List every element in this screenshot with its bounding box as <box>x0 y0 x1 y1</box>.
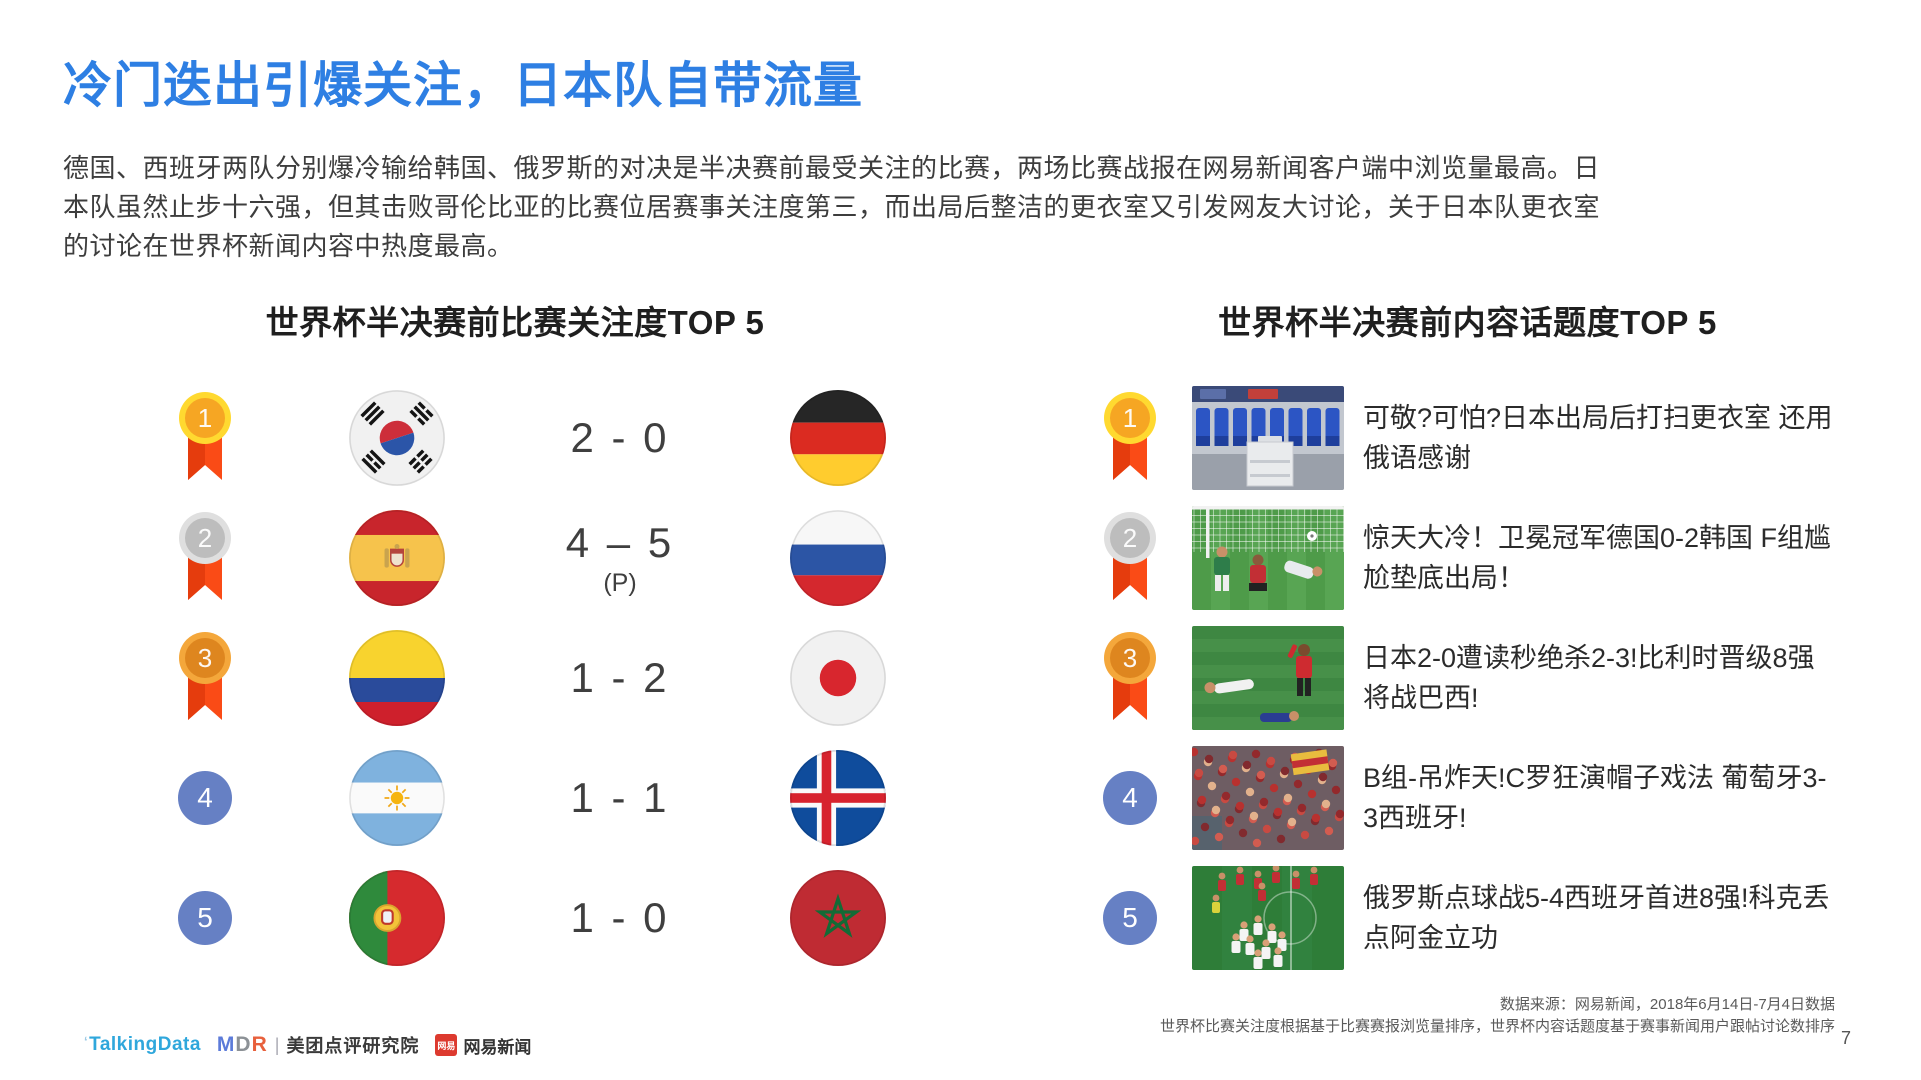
netease-badge-icon: 网易 <box>435 1034 458 1056</box>
rank-2-medal-icon: 2 <box>174 510 236 606</box>
svg-text:5: 5 <box>1122 902 1138 933</box>
intro-line-1: 德国、西班牙两队分别爆冷输给韩国、俄罗斯的对决是半决赛前最受关注的比赛，两场比赛… <box>63 153 1601 183</box>
mdr-letters: MDR <box>216 1033 268 1056</box>
match-row: 1 2 - 0 <box>130 378 900 498</box>
slide-title: 冷门迭出引爆关注，日本队自带流量 <box>63 59 864 113</box>
germany-korea-goal-photo <box>1192 506 1344 610</box>
match-score: 1 - 1 <box>520 738 720 858</box>
argentina-flag-icon <box>349 750 445 846</box>
news-headline: 惊天大冷！卫冕冠军德国0-2韩国 F组尴尬垫底出局！ <box>1363 523 1832 593</box>
netease-name: 网易新闻 <box>463 1037 532 1057</box>
match-row: 4 1 - 1 <box>130 738 900 858</box>
south-korea-flag-icon <box>349 390 445 486</box>
japan-belgium-photo <box>1192 626 1344 730</box>
netease-news-logo: 网易 网易新闻 <box>435 1033 531 1058</box>
locker-room-photo <box>1192 386 1344 490</box>
intro-line-3: 的讨论在世界杯新闻内容中热度最高。 <box>63 231 514 261</box>
source-line-1: 数据来源：网易新闻，2018年6月14日-7月4日数据 <box>1499 996 1835 1013</box>
match-row: 2 4 – 5 (P) <box>130 498 900 618</box>
svg-text:2: 2 <box>1123 523 1137 553</box>
colombia-flag-icon <box>349 630 445 726</box>
match-score: 4 – 5 (P) <box>520 498 720 618</box>
rank-3-medal-icon: 3 <box>174 630 236 726</box>
news-headline: 可敬?可怕?日本出局后打扫更衣室 还用俄语感谢 <box>1363 403 1833 473</box>
topic-row: 3 日本2-0遭读秒绝杀2-3!比利时晋级8强将战巴西! <box>1095 618 1840 738</box>
topic-rows: 1 可敬?可怕?日本出局后打扫更衣室 还用俄语感谢 2 惊天大冷！卫 <box>1095 378 1840 978</box>
match-row: 5 1 - 0 <box>130 858 900 978</box>
topic-row: 4 B组-吊炸天!C罗狂演帽子戏法 葡萄牙3-3西班牙! <box>1095 738 1840 858</box>
japan-flag-icon <box>790 630 886 726</box>
score-value: 1 - 1 <box>570 774 670 821</box>
rank-4-circle-badge: 4 <box>1099 750 1161 846</box>
score-value: 4 – 5 <box>565 518 675 566</box>
svg-text:5: 5 <box>197 902 213 933</box>
rank-5-circle-badge: 5 <box>1099 870 1161 966</box>
match-rows: 1 2 - 0 2 4 – 5 ( <box>130 378 900 978</box>
match-row: 3 1 - 2 <box>130 618 900 738</box>
score-value: 1 - 2 <box>570 654 670 701</box>
svg-text:4: 4 <box>197 782 213 813</box>
topic-row: 1 可敬?可怕?日本出局后打扫更衣室 还用俄语感谢 <box>1095 378 1840 498</box>
match-attention-panel: 世界杯半决赛前比赛关注度TOP 5 1 2 - 0 2 <box>130 296 900 986</box>
rank-3-medal-icon: 3 <box>1099 630 1161 726</box>
footer-logos: TalkingData MDR | 美团点评研究院 网易 网易新闻 <box>84 1032 531 1058</box>
svg-text:3: 3 <box>1123 643 1137 673</box>
rank-5-circle-badge: 5 <box>174 870 236 966</box>
mdr-name: 美团点评研究院 <box>286 1036 420 1056</box>
score-value: 1 - 0 <box>570 894 670 941</box>
topic-row: 5 俄罗斯点球战5-4西班牙首进8强!科克丢点阿金立功 <box>1095 858 1840 978</box>
russia-flag-icon <box>790 510 886 606</box>
germany-flag-icon <box>790 390 886 486</box>
topic-panel-heading: 世界杯半决赛前内容话题度TOP 5 <box>1218 304 1717 341</box>
content-topic-panel: 世界杯半决赛前内容话题度TOP 5 1 可敬?可怕?日本出局后打扫更衣室 还用俄… <box>1095 296 1840 986</box>
page-number: 7 <box>1840 1028 1851 1048</box>
spain-flag-icon <box>349 510 445 606</box>
news-headline: 俄罗斯点球战5-4西班牙首进8强!科克丢点阿金立功 <box>1363 883 1830 953</box>
intro-line-2: 本队虽然止步十六强，但其击败哥伦比亚的比赛位居赛事关注度第三，而出局后整洁的更衣… <box>63 192 1601 222</box>
svg-text:1: 1 <box>1123 403 1137 433</box>
morocco-flag-icon <box>790 870 886 966</box>
meituan-dianping-research-logo: MDR | 美团点评研究院 <box>217 1032 420 1058</box>
svg-text:3: 3 <box>198 643 212 673</box>
logo-divider: | <box>274 1034 280 1055</box>
talkingdata-logo: TalkingData <box>84 1034 201 1056</box>
rank-2-medal-icon: 2 <box>1099 510 1161 606</box>
match-panel-heading: 世界杯半决赛前比赛关注度TOP 5 <box>265 304 765 341</box>
spain-fans-photo <box>1192 746 1344 850</box>
svg-text:4: 4 <box>1122 782 1138 813</box>
news-headline: B组-吊炸天!C罗狂演帽子戏法 葡萄牙3-3西班牙! <box>1363 763 1827 833</box>
source-line-2: 世界杯比赛关注度根据基于比赛赛报浏览量排序，世界杯内容话题度基于赛事新闻用户跟帖… <box>1159 1018 1835 1035</box>
portugal-flag-icon <box>349 870 445 966</box>
news-headline: 日本2-0遭读秒绝杀2-3!比利时晋级8强将战巴西! <box>1363 643 1815 713</box>
match-score: 1 - 2 <box>520 618 720 738</box>
intro-paragraph: 德国、西班牙两队分别爆冷输给韩国、俄罗斯的对决是半决赛前最受关注的比赛，两场比赛… <box>63 149 1600 266</box>
score-value: 2 - 0 <box>570 414 670 461</box>
topic-row: 2 惊天大冷！卫冕冠军德国0-2韩国 F组尴尬垫底出局！ <box>1095 498 1840 618</box>
data-source-note: 数据来源：网易新闻，2018年6月14日-7月4日数据 世界杯比赛关注度根据基于… <box>1160 994 1835 1038</box>
svg-text:1: 1 <box>198 403 212 433</box>
iceland-flag-icon <box>790 750 886 846</box>
russia-celebration-photo <box>1192 866 1344 970</box>
match-score: 2 - 0 <box>520 378 720 498</box>
rank-4-circle-badge: 4 <box>174 750 236 846</box>
rank-1-medal-icon: 1 <box>174 390 236 486</box>
score-penalty-note: (P) <box>603 568 637 597</box>
rank-1-medal-icon: 1 <box>1099 390 1161 486</box>
match-score: 1 - 0 <box>520 858 720 978</box>
svg-text:2: 2 <box>198 523 212 553</box>
